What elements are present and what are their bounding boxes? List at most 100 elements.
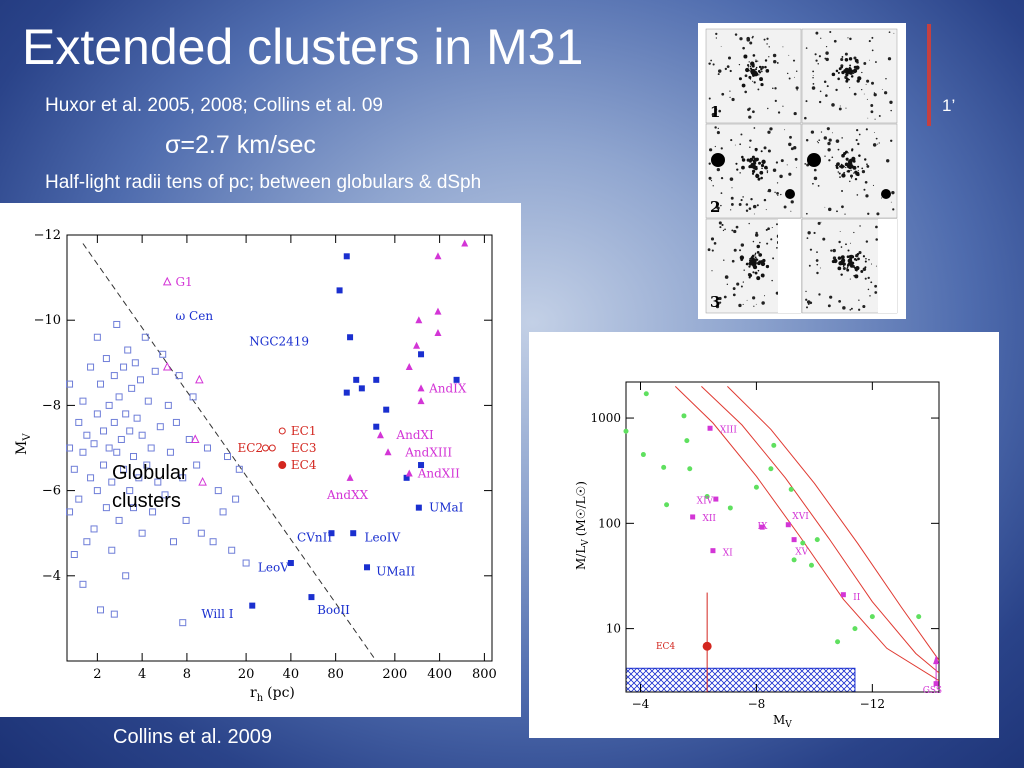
data-point: [364, 564, 371, 571]
data-point: [346, 473, 354, 481]
star: [875, 238, 878, 241]
star: [763, 198, 767, 202]
data-point: [75, 495, 83, 503]
cluster-star: [757, 177, 761, 181]
star: [782, 46, 784, 48]
star: [888, 31, 891, 34]
cluster-star: [836, 162, 840, 167]
cluster-star: [846, 267, 848, 270]
star: [723, 259, 725, 261]
cluster-image: 1: [705, 28, 802, 124]
cluster-star: [753, 261, 757, 265]
star: [733, 229, 737, 234]
star: [732, 287, 736, 290]
star: [717, 127, 719, 130]
cluster-star: [755, 68, 757, 71]
star: [804, 163, 807, 165]
cluster-star: [740, 258, 744, 262]
star: [825, 94, 828, 97]
data-point: [79, 448, 87, 456]
star: [806, 237, 809, 240]
data-point: [182, 516, 190, 524]
star: [848, 152, 849, 154]
cluster-star: [864, 260, 867, 263]
star: [727, 56, 732, 60]
data-point: [105, 401, 113, 409]
star: [782, 105, 784, 107]
cluster-star: [842, 262, 846, 266]
star: [720, 176, 724, 180]
cluster-star: [754, 252, 757, 255]
star: [870, 263, 873, 265]
data-point: [175, 372, 183, 380]
star: [795, 70, 798, 72]
cluster-star: [760, 176, 763, 180]
cluster-star: [846, 255, 850, 259]
star: [818, 139, 821, 142]
star: [836, 210, 838, 213]
star: [865, 83, 867, 85]
data-point: [415, 504, 422, 511]
data-point: [358, 385, 365, 392]
star: [768, 46, 770, 48]
star: [796, 89, 798, 91]
cluster-image: 2: [705, 123, 802, 219]
data-point: [690, 514, 696, 520]
data-point: [113, 320, 121, 328]
star: [755, 59, 757, 61]
image-mask: [778, 219, 801, 313]
series-m31-dsph: [346, 239, 469, 481]
data-point: [759, 524, 765, 530]
cluster-star: [743, 54, 748, 59]
star: [730, 209, 732, 211]
star: [745, 209, 749, 212]
cluster-star: [849, 64, 852, 67]
star: [861, 88, 863, 91]
star: [890, 139, 893, 142]
star: [841, 190, 844, 192]
star: [742, 196, 744, 198]
cluster-star: [756, 250, 760, 254]
data-point: [179, 619, 187, 627]
y-tick-label: −10: [34, 313, 61, 328]
star: [838, 299, 842, 303]
series-m31-globulars-named: [162, 276, 207, 486]
cluster-star: [753, 81, 756, 84]
data-point: [727, 505, 733, 511]
star: [771, 279, 773, 282]
data-point: [278, 427, 286, 435]
star: [747, 108, 750, 112]
star: [768, 56, 770, 58]
data-point: [108, 546, 116, 554]
cluster-star: [835, 69, 839, 73]
data-point: [120, 363, 128, 371]
star: [805, 47, 808, 49]
image-frame: [801, 28, 898, 124]
star: [855, 138, 858, 142]
data-point: [384, 448, 392, 456]
star: [715, 112, 717, 115]
gss-arrow-head: [933, 655, 940, 665]
bright-star: [807, 153, 821, 167]
star: [753, 127, 756, 129]
data-point: [788, 486, 794, 492]
y-tick-label: −4: [42, 569, 61, 584]
cluster-star: [847, 249, 850, 252]
model-curve: [727, 386, 939, 661]
data-point: [102, 504, 110, 512]
star: [853, 92, 857, 96]
thumbnail-grid: 1 2 3: [705, 28, 898, 314]
data-point: [159, 350, 167, 358]
star: [765, 209, 767, 211]
data-point: [287, 560, 294, 567]
star: [745, 203, 749, 206]
star: [794, 157, 798, 161]
globular-clusters-label: Globular clusters: [112, 462, 188, 512]
star: [714, 126, 717, 129]
data-point: [405, 363, 413, 371]
star: [813, 176, 818, 181]
data-point: [166, 448, 174, 456]
star: [717, 73, 720, 76]
star: [841, 205, 844, 209]
data-point: [110, 418, 118, 426]
